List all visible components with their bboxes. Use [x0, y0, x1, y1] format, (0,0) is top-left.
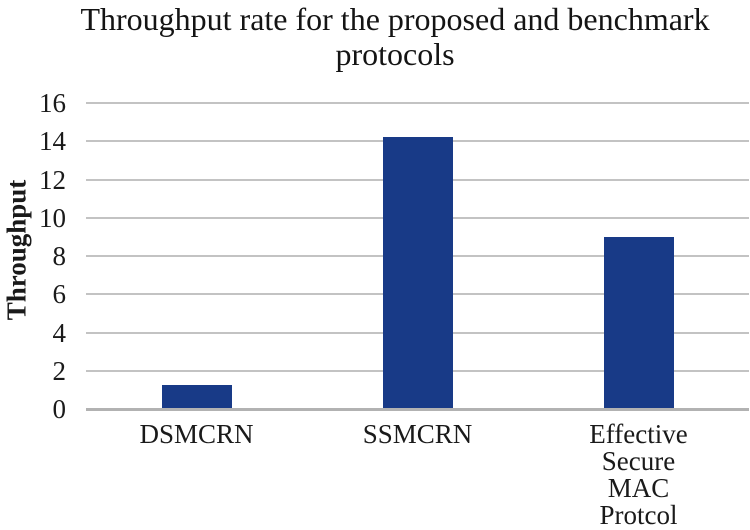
y-axis-ticks: 0 2 4 6 8 10 12 14 16 [0, 0, 66, 479]
x-axis-labels: DSMCRN SSMCRN Effective Secure MAC Protcol [0, 419, 750, 529]
y-tick-label: 0 [52, 394, 67, 424]
y-tick-label: 12 [39, 164, 66, 195]
y-tick-label: 10 [39, 202, 66, 233]
bar-effective-secure [603, 236, 674, 409]
y-tick-label: 6 [52, 279, 67, 310]
y-tick-label: 14 [39, 126, 66, 157]
x-axis-label-effective-secure: Effective Secure MAC Protcol [589, 419, 688, 530]
gridline [86, 102, 749, 104]
y-tick-label: 16 [39, 88, 66, 118]
x-axis-label-ssmcrn: SSMCRN [362, 419, 473, 449]
chart-title: Throughput rate for the proposed and ben… [80, 1, 710, 72]
y-tick-label: 4 [52, 317, 67, 348]
bar-ssmcrn [382, 137, 453, 409]
plot-area [86, 102, 749, 411]
y-tick-label: 2 [52, 355, 67, 386]
y-axis-title: Throughput [1, 179, 32, 321]
bar-dsmcrn [161, 385, 232, 409]
x-axis-line [86, 408, 749, 411]
y-tick-label: 8 [52, 241, 67, 271]
x-axis-label-dsmcrn: DSMCRN [139, 419, 254, 449]
